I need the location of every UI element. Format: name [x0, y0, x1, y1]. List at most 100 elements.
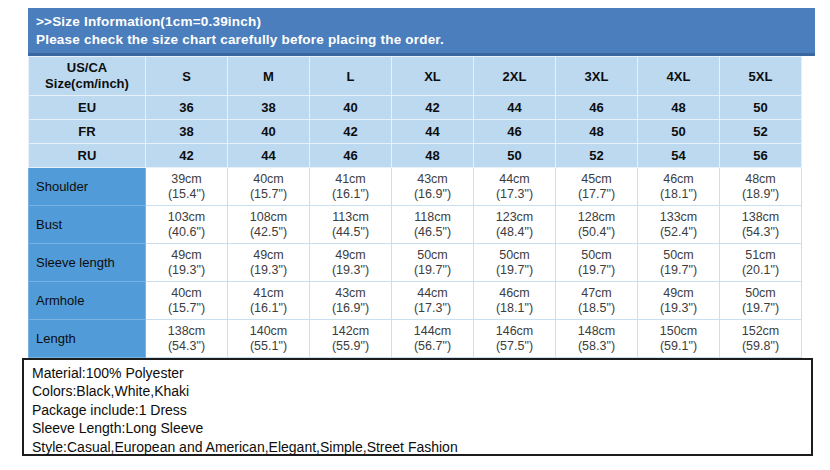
- measurement-cell: 40cm(15.7"): [228, 168, 310, 206]
- cm-value: 128cm: [556, 210, 637, 225]
- corner-header-line1: US/CA: [29, 60, 145, 76]
- inch-value: (19.3"): [228, 263, 309, 278]
- cm-value: 118cm: [392, 210, 473, 225]
- measurement-cell: 45cm(17.7"): [556, 168, 638, 206]
- cm-value: 133cm: [638, 210, 719, 225]
- measurement-cell: 148cm(58.3"): [556, 320, 638, 358]
- region-size-value: 46: [474, 120, 556, 144]
- inch-value: (17.3"): [392, 301, 473, 316]
- cm-value: 140cm: [228, 324, 309, 339]
- measurement-row-label: Bust: [29, 206, 146, 244]
- measurement-cell: 103cm(40.6"): [146, 206, 228, 244]
- cm-value: 40cm: [228, 172, 309, 187]
- region-size-value: 46: [556, 96, 638, 120]
- cm-value: 146cm: [474, 324, 555, 339]
- region-size-value: 44: [474, 96, 556, 120]
- cm-value: 142cm: [310, 324, 391, 339]
- measurement-cell: 113cm(44.5"): [310, 206, 392, 244]
- cm-value: 41cm: [228, 286, 309, 301]
- measurement-cell: 39cm(15.4"): [146, 168, 228, 206]
- inch-value: (52.4"): [638, 225, 719, 240]
- inch-value: (16.1"): [228, 301, 309, 316]
- product-info-box: Material:100% PolyesterColors:Black,Whit…: [22, 358, 813, 456]
- region-size-value: 46: [310, 144, 392, 168]
- region-size-value: 44: [392, 120, 474, 144]
- region-row: FR3840424446485052: [29, 120, 802, 144]
- measurement-cell: 128cm(50.4"): [556, 206, 638, 244]
- measurement-cell: 123cm(48.4"): [474, 206, 556, 244]
- measurement-cell: 41cm(16.1"): [310, 168, 392, 206]
- inch-value: (48.4"): [474, 225, 555, 240]
- inch-value: (44.5"): [310, 225, 391, 240]
- size-column-header: M: [228, 57, 310, 96]
- region-size-value: 38: [228, 96, 310, 120]
- measurement-cell: 138cm(54.3"): [146, 320, 228, 358]
- inch-value: (19.7"): [720, 301, 801, 316]
- inch-value: (59.8"): [720, 339, 801, 354]
- measurement-cell: 44cm(17.3"): [474, 168, 556, 206]
- inch-value: (19.7"): [556, 263, 637, 278]
- region-row-label: EU: [29, 96, 146, 120]
- region-row-label: FR: [29, 120, 146, 144]
- cm-value: 113cm: [310, 210, 391, 225]
- cm-value: 50cm: [392, 248, 473, 263]
- banner-subtitle: Please check the size chart carefully be…: [36, 31, 815, 49]
- cm-value: 41cm: [310, 172, 391, 187]
- size-column-header: L: [310, 57, 392, 96]
- measurement-row: Sleeve length49cm(19.3")49cm(19.3")49cm(…: [29, 244, 802, 282]
- measurement-cell: 49cm(19.3"): [638, 282, 720, 320]
- inch-value: (19.3"): [638, 301, 719, 316]
- cm-value: 45cm: [556, 172, 637, 187]
- region-size-value: 52: [720, 120, 802, 144]
- measurement-row: Shoulder39cm(15.4")40cm(15.7")41cm(16.1"…: [29, 168, 802, 206]
- measurement-cell: 47cm(18.5"): [556, 282, 638, 320]
- region-size-value: 50: [638, 120, 720, 144]
- cm-value: 49cm: [310, 248, 391, 263]
- cm-value: 44cm: [392, 286, 473, 301]
- region-size-value: 48: [638, 96, 720, 120]
- cm-value: 144cm: [392, 324, 473, 339]
- measurement-cell: 46cm(18.1"): [474, 282, 556, 320]
- inch-value: (18.1"): [474, 301, 555, 316]
- region-size-value: 48: [556, 120, 638, 144]
- measurement-cell: 118cm(46.5"): [392, 206, 474, 244]
- measurement-cell: 50cm(19.7"): [638, 244, 720, 282]
- inch-value: (19.3"): [310, 263, 391, 278]
- measurement-cell: 146cm(57.5"): [474, 320, 556, 358]
- corner-header-line2: Size(cm/inch): [29, 76, 145, 92]
- measurement-cell: 49cm(19.3"): [228, 244, 310, 282]
- measurement-cell: 50cm(19.7"): [474, 244, 556, 282]
- inch-value: (16.1"): [310, 187, 391, 202]
- measurement-cell: 50cm(19.7"): [720, 282, 802, 320]
- region-row: RU4244464850525456: [29, 144, 802, 168]
- measurement-cell: 46cm(18.1"): [638, 168, 720, 206]
- size-chart-page: >>Size Information(1cm=0.39inch) Please …: [0, 0, 830, 470]
- region-size-value: 42: [146, 144, 228, 168]
- region-size-value: 40: [310, 96, 392, 120]
- measurement-cell: 150cm(59.1"): [638, 320, 720, 358]
- inch-value: (56.7"): [392, 339, 473, 354]
- measurement-cell: 41cm(16.1"): [228, 282, 310, 320]
- measurement-row-label: Length: [29, 320, 146, 358]
- inch-value: (19.7"): [392, 263, 473, 278]
- measurement-cell: 138cm(54.3"): [720, 206, 802, 244]
- inch-value: (16.9"): [392, 187, 473, 202]
- info-line: Style:Casual,European and American,Elega…: [32, 438, 803, 456]
- inch-value: (55.9"): [310, 339, 391, 354]
- cm-value: 108cm: [228, 210, 309, 225]
- inch-value: (58.3"): [556, 339, 637, 354]
- cm-value: 123cm: [474, 210, 555, 225]
- measurement-cell: 152cm(59.8"): [720, 320, 802, 358]
- corner-header-cell: US/CASize(cm/inch): [29, 57, 146, 96]
- inch-value: (18.9"): [720, 187, 801, 202]
- inch-value: (42.5"): [228, 225, 309, 240]
- region-size-value: 42: [310, 120, 392, 144]
- measurement-cell: 144cm(56.7"): [392, 320, 474, 358]
- size-column-header: 2XL: [474, 57, 556, 96]
- region-size-value: 50: [474, 144, 556, 168]
- cm-value: 40cm: [146, 286, 227, 301]
- region-row-label: RU: [29, 144, 146, 168]
- inch-value: (19.7"): [474, 263, 555, 278]
- cm-value: 44cm: [474, 172, 555, 187]
- cm-value: 138cm: [720, 210, 801, 225]
